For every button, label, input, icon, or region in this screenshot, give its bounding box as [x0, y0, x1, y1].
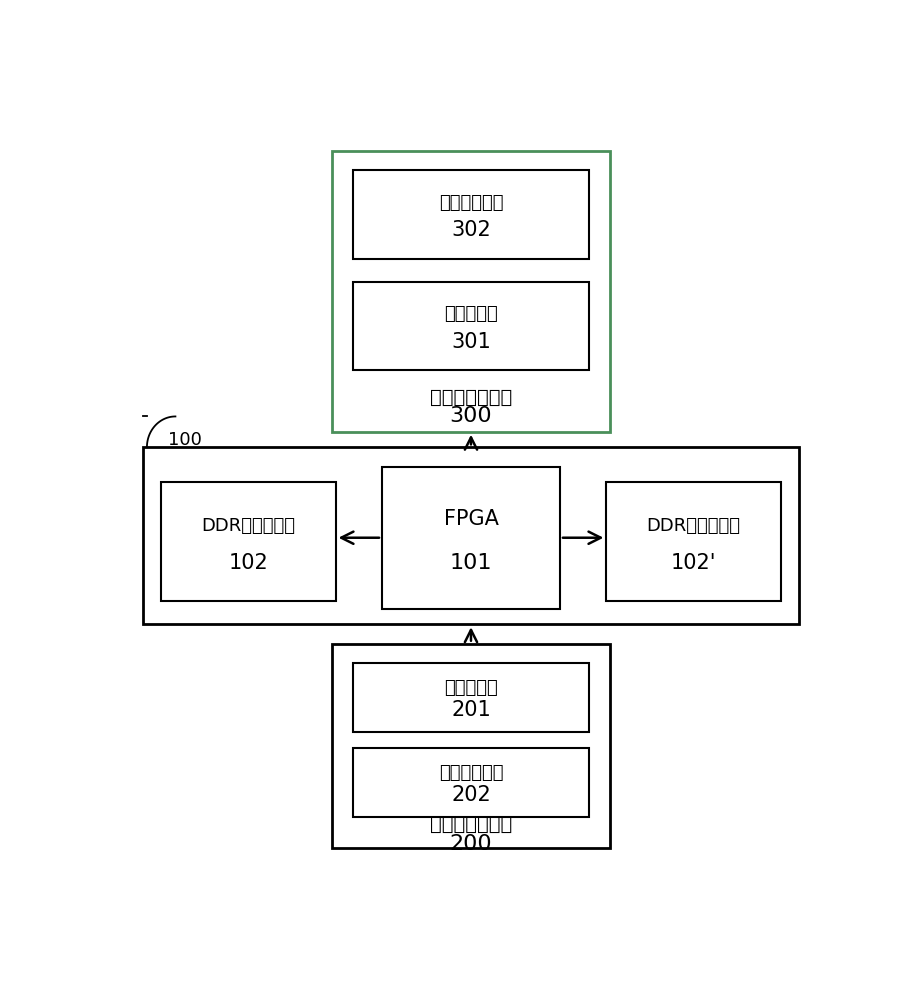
- Text: DDR高速存储器: DDR高速存储器: [647, 517, 741, 535]
- Bar: [332, 644, 610, 848]
- Text: 201: 201: [451, 700, 491, 720]
- Text: 200: 200: [449, 834, 493, 854]
- Text: 300: 300: [449, 406, 493, 426]
- Text: 视频输入接口: 视频输入接口: [438, 764, 504, 782]
- Text: FPGA: FPGA: [444, 509, 498, 529]
- Text: 301: 301: [451, 332, 491, 352]
- Text: 302: 302: [451, 220, 491, 240]
- Bar: [354, 282, 588, 370]
- Bar: [161, 482, 335, 601]
- Bar: [143, 447, 799, 624]
- Bar: [354, 663, 588, 732]
- Text: 101: 101: [449, 553, 493, 573]
- Bar: [354, 170, 588, 259]
- Bar: [332, 151, 610, 432]
- Bar: [607, 482, 781, 601]
- Bar: [354, 748, 588, 817]
- Text: 102: 102: [229, 553, 268, 573]
- Text: 102': 102': [671, 553, 716, 573]
- Text: 视屏解码器: 视屏解码器: [444, 679, 498, 697]
- Text: 100: 100: [168, 431, 202, 449]
- Text: DDR高速存储器: DDR高速存储器: [201, 517, 295, 535]
- Text: 视屏输出子板卡: 视屏输出子板卡: [430, 388, 512, 407]
- Text: 202: 202: [451, 785, 491, 805]
- Bar: [382, 466, 560, 609]
- Text: 视屏输入子板卡: 视屏输入子板卡: [430, 815, 512, 834]
- Text: 视屏编码器: 视屏编码器: [444, 305, 498, 323]
- Text: 视频输出接口: 视频输出接口: [438, 194, 504, 212]
